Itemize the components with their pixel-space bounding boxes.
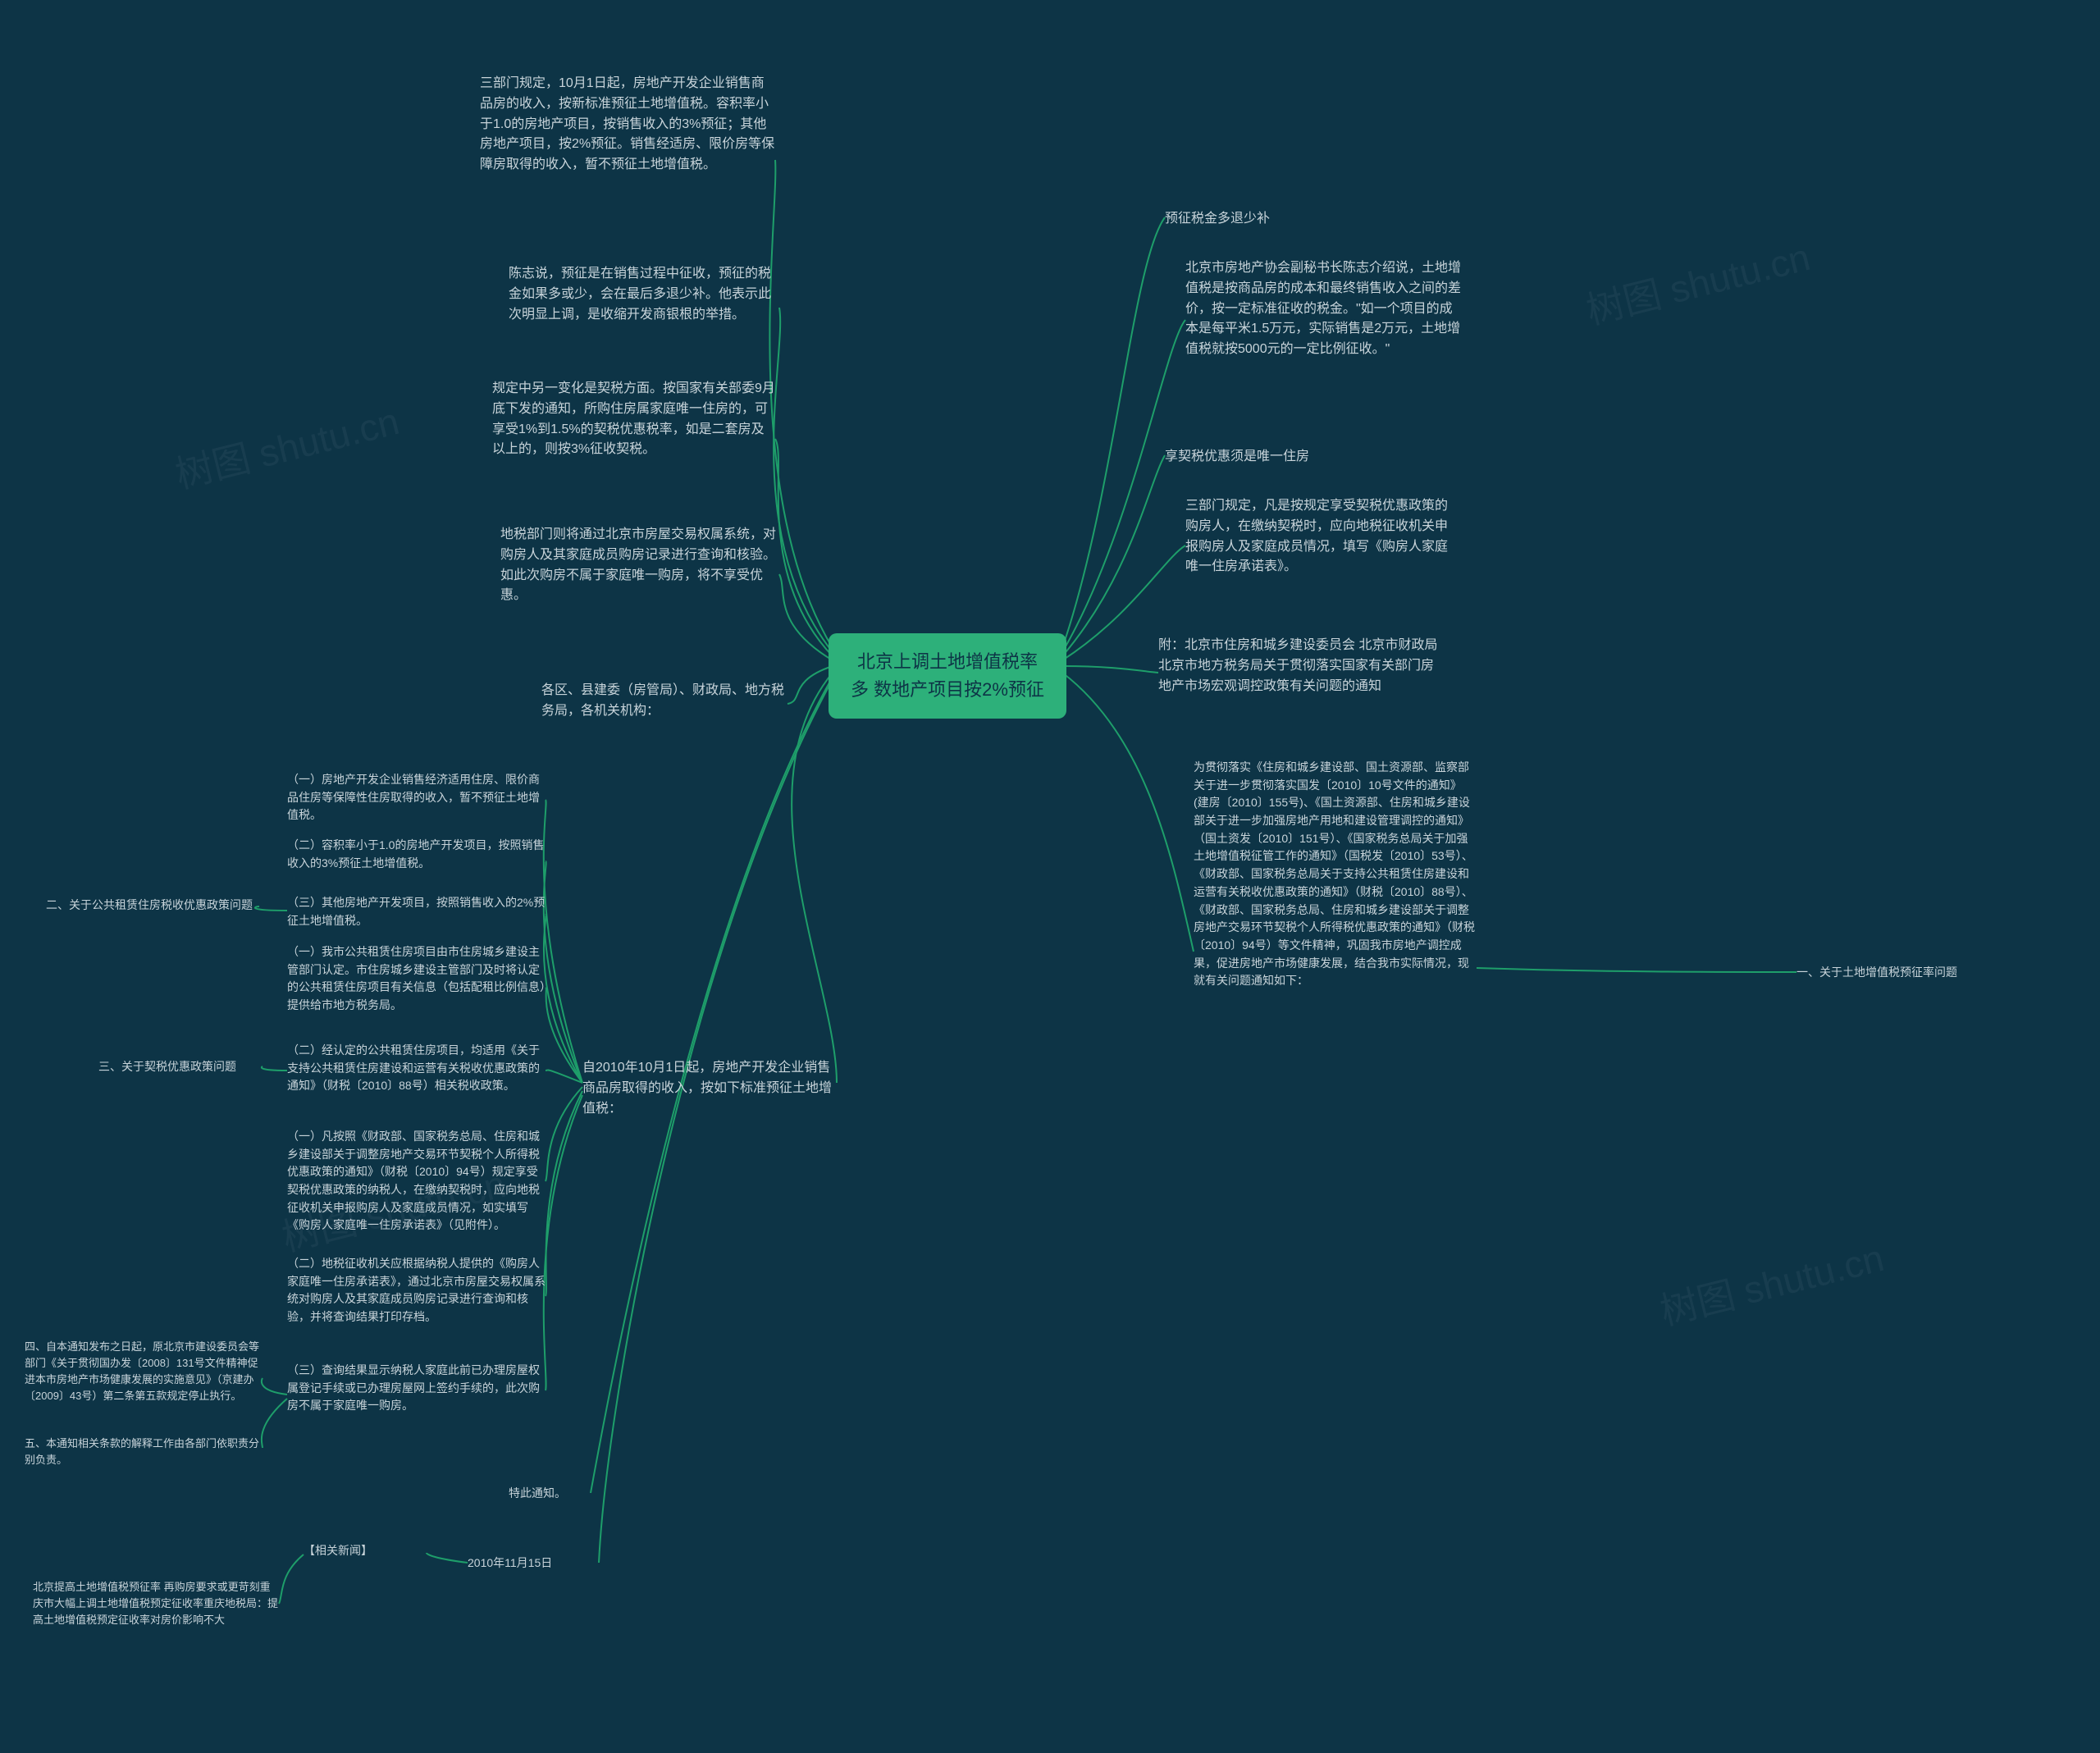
branch-left-8-child[interactable]: 【相关新闻】 [304,1542,427,1560]
child-5-label[interactable]: 三、关于契税优惠政策问题 [98,1058,262,1076]
child-8[interactable]: （三）查询结果显示纳税人家庭此前已办理房屋权属登记手续或已办理房屋网上签约手续的… [287,1362,546,1415]
child-7[interactable]: （二）地税征收机关应根据纳税人提供的《购房人家庭唯一住房承诺表》，通过北京市房屋… [287,1255,546,1326]
child-8-label-a[interactable]: 四、自本通知发布之日起，原北京市建设委员会等部门《关于贯彻国办发〔2008〕13… [25,1339,262,1405]
watermark: 树图 shutu.cn [1580,227,1815,335]
watermark: 树图 shutu.cn [1654,1228,1888,1335]
branch-left-6[interactable]: 自2010年10月1日起，房地产开发企业销售商品房取得的收入，按如下标准预征土地… [582,1058,837,1119]
branch-left-4[interactable]: 地税部门则将通过北京市房屋交易权属系统，对购房人及其家庭成员购房记录进行查询和核… [500,525,779,606]
branch-left-8[interactable]: 2010年11月15日 [468,1554,599,1573]
child-4[interactable]: （一）我市公共租赁住房项目由市住房城乡建设主管部门认定。市住房城乡建设主管部门及… [287,943,546,1015]
branch-right-6-child[interactable]: 一、关于土地增值税预征率问题 [1796,964,2010,982]
branch-right-6[interactable]: 为贯彻落实《住房和城乡建设部、国土资源部、监察部关于进一步贯彻落实国发〔2010… [1194,759,1477,990]
branch-right-4[interactable]: 三部门规定，凡是按规定享受契税优惠政策的购房人，在缴纳契税时，应向地税征收机关申… [1185,496,1456,577]
branch-left-3[interactable]: 规定中另一变化是契税方面。按国家有关部委9月底下发的通知，所购住房属家庭唯一住房… [492,379,775,460]
mindmap-center[interactable]: 北京上调土地增值税率 多 数地产项目按2%预征 [829,633,1066,719]
child-6[interactable]: （一）凡按照《财政部、国家税务总局、住房和城乡建设部关于调整房地产交易环节契税个… [287,1128,546,1235]
branch-right-5[interactable]: 附：北京市住房和城乡建设委员会 北京市财政局 北京市地方税务局关于贯彻落实国家有… [1158,636,1441,696]
child-3[interactable]: （三）其他房地产开发项目，按照销售收入的2%预征土地增值税。 [287,894,546,929]
child-2[interactable]: （二）容积率小于1.0的房地产开发项目，按照销售收入的3%预征土地增值税。 [287,837,546,872]
branch-left-1[interactable]: 三部门规定，10月1日起，房地产开发企业销售商品房的收入，按新标准预征土地增值税… [480,74,775,176]
branch-left-7[interactable]: 特此通知。 [509,1485,591,1503]
watermark: 树图 shutu.cn [169,391,404,499]
branch-right-2[interactable]: 北京市房地产协会副秘书长陈志介绍说，土地增值税是按商品房的成本和最终销售收入之间… [1185,258,1464,360]
branch-left-5[interactable]: 各区、县建委（房管局）、财政局、地方税务局，各机关机构： [541,681,788,722]
child-3-label[interactable]: 二、关于公共租赁住房税收优惠政策问题 [46,897,259,915]
branch-right-1[interactable]: 预征税金多退少补 [1165,209,1345,230]
child-5[interactable]: （二）经认定的公共租赁住房项目，均适用《关于支持公共租赁住房建设和运营有关税收优… [287,1042,546,1095]
branch-right-3[interactable]: 享契税优惠须是唯一住房 [1165,447,1378,468]
branch-left-8-grandchild[interactable]: 北京提高土地增值税预征率 再购房要求或更苛刻重庆市大幅上调土地增值税预定征收率重… [33,1579,279,1628]
mindmap-edges [0,0,2100,1753]
branch-left-2[interactable]: 陈志说，预征是在销售过程中征收，预征的税金如果多或少，会在最后多退少补。他表示此… [509,264,779,325]
child-1[interactable]: （一）房地产开发企业销售经济适用住房、限价商品住房等保障性住房取得的收入，暂不预… [287,771,546,824]
child-8-label-b[interactable]: 五、本通知相关条款的解释工作由各部门依职责分别负责。 [25,1436,262,1468]
